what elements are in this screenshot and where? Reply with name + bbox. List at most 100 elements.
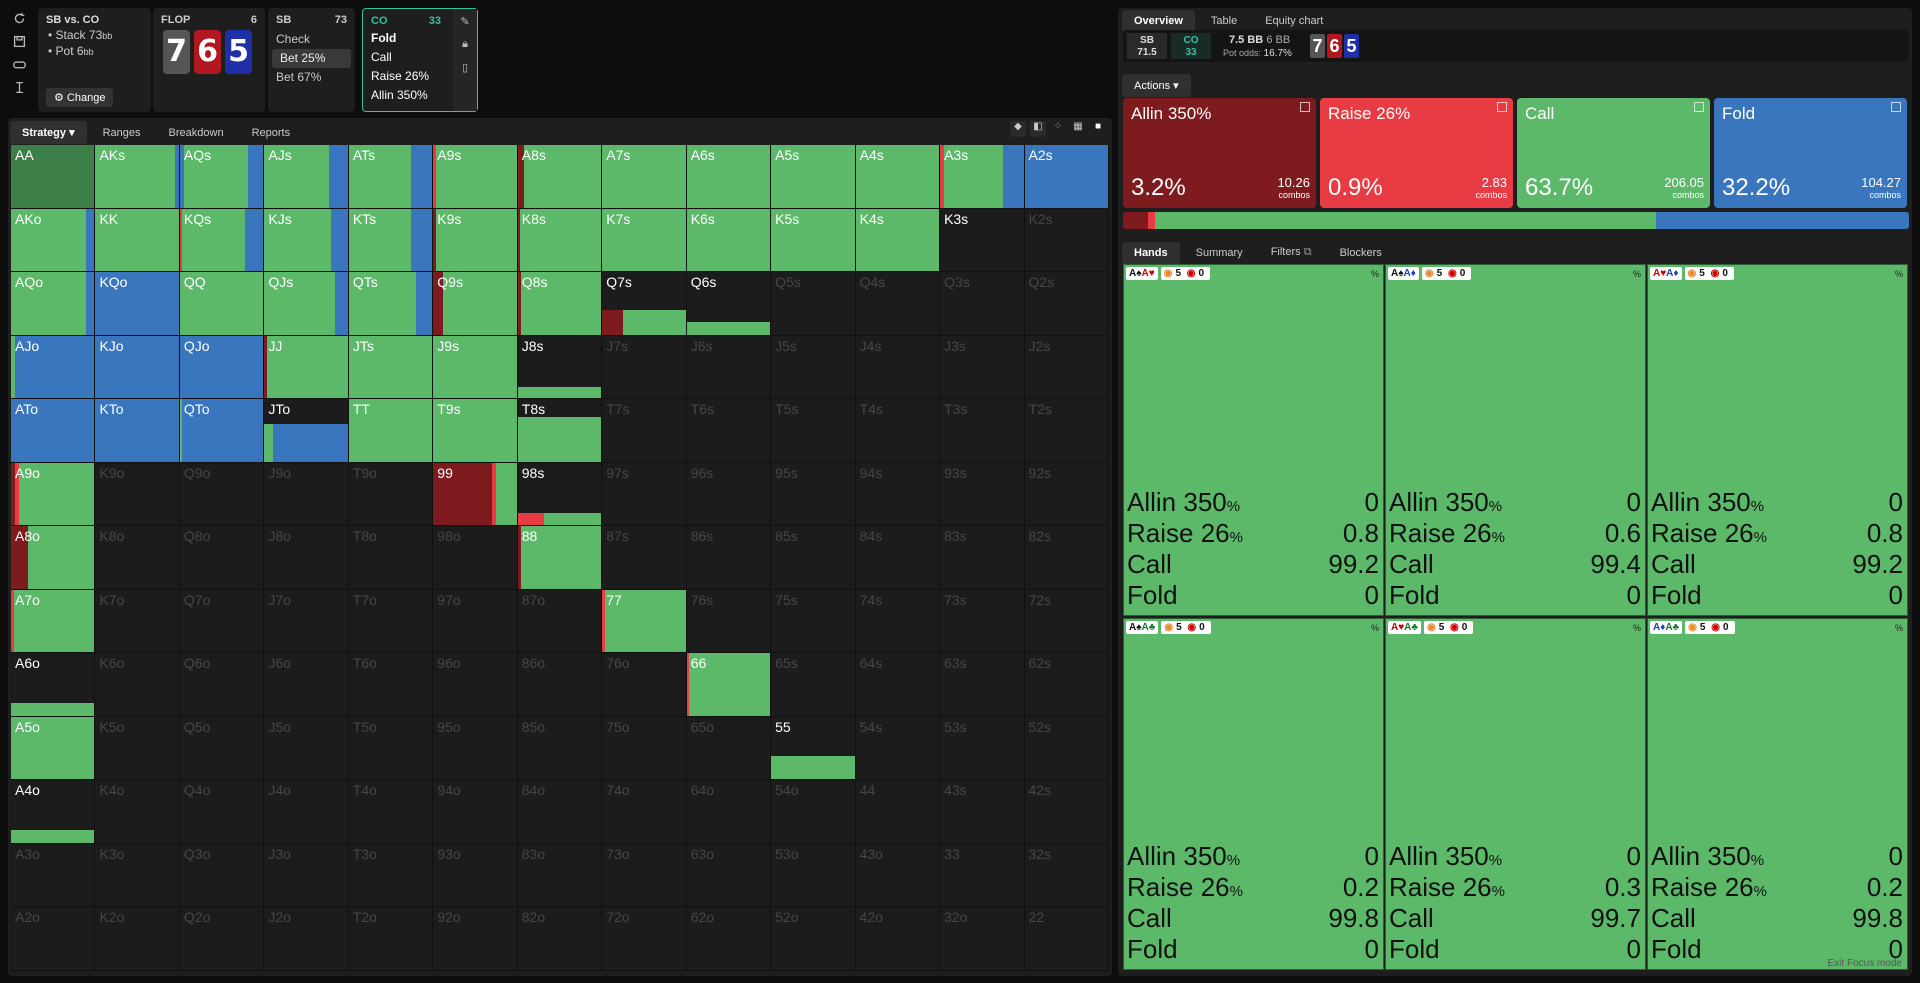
matrix-cell[interactable]: K6s <box>686 208 772 273</box>
matrix-cell[interactable]: QTo <box>179 399 265 463</box>
matrix-cell[interactable]: J6s <box>686 335 772 400</box>
action-box-call[interactable]: Call 63.7% 206.05 combos <box>1517 98 1710 208</box>
matrix-cell[interactable]: KJs <box>264 208 349 273</box>
percent-toggle[interactable]: % <box>1632 269 1641 279</box>
matrix-cell[interactable]: 84o <box>517 780 603 844</box>
tab-hands[interactable]: Hands <box>1122 241 1180 264</box>
tab-summary[interactable]: Summary <box>1195 246 1243 259</box>
matrix-cell[interactable]: 72o <box>602 907 687 971</box>
tab-blockers[interactable]: Blockers <box>1339 246 1382 259</box>
matrix-cell[interactable]: 54o <box>771 780 856 844</box>
matrix-cell[interactable]: Q7o <box>179 589 265 654</box>
hand-combo-card[interactable]: A♠A♣ ◉ 5 ◉ 0% Allin 350% 0 Raise 26% 0.2 Call 99.… <box>1123 618 1384 970</box>
matrix-cell[interactable]: A4s <box>855 145 941 209</box>
matrix-cell[interactable]: 74s <box>855 589 941 654</box>
matrix-cell[interactable]: A3o <box>11 843 96 908</box>
matrix-cell[interactable]: 62o <box>686 907 772 971</box>
matrix-cell[interactable]: J5o <box>264 716 349 781</box>
matrix-cell[interactable]: KTo <box>95 399 180 463</box>
hand-combo-card[interactable]: A♥A♦ ◉ 5 ◉ 0% Allin 350% 0 Raise 26% 0.8 Call 99.… <box>1647 264 1908 616</box>
matrix-cell[interactable]: Q9o <box>179 462 265 527</box>
matrix-cell[interactable]: 53o <box>771 843 856 908</box>
hand-combo-card[interactable]: A♠A♦ ◉ 5 ◉ 0% Allin 350% 0 Raise 26% 0.6 Call 99.… <box>1385 264 1646 616</box>
matrix-cell[interactable]: 72s <box>1024 589 1109 654</box>
matrix-cell[interactable]: T7o <box>348 589 434 654</box>
co-action-raise[interactable]: Raise 26% <box>371 69 430 83</box>
matrix-cell[interactable]: 73o <box>602 843 687 908</box>
matrix-cell[interactable]: AJo <box>11 335 96 400</box>
matrix-cell[interactable]: T5o <box>348 716 434 781</box>
matrix-cell[interactable]: 52s <box>1024 716 1109 781</box>
matrix-cell[interactable]: A8o <box>11 526 96 590</box>
matrix-cell[interactable]: 75o <box>602 716 687 781</box>
matrix-cell[interactable]: Q2s <box>1024 272 1109 336</box>
cube-icon[interactable]: ◆ <box>1010 121 1026 137</box>
matrix-cell[interactable]: T8o <box>348 526 434 590</box>
matrix-cell[interactable]: 92s <box>1024 462 1109 527</box>
grid-icon[interactable]: ▦ <box>1073 121 1083 132</box>
matrix-cell[interactable]: 54s <box>855 716 941 781</box>
matrix-cell[interactable]: 32s <box>1024 843 1109 908</box>
matrix-cell[interactable]: JTo <box>264 399 349 463</box>
matrix-cell[interactable]: K8o <box>95 526 180 590</box>
matrix-cell[interactable]: K2o <box>95 907 180 971</box>
matrix-cell[interactable]: T9s <box>433 399 518 463</box>
hand-combo-card[interactable]: A♥A♣ ◉ 5 ◉ 0% Allin 350% 0 Raise 26% 0.3 Call 99.… <box>1385 618 1646 970</box>
matrix-cell[interactable]: Q5o <box>179 716 265 781</box>
matrix-cell[interactable]: J7s <box>602 335 687 400</box>
matrix-cell[interactable]: 32o <box>940 907 1025 971</box>
matrix-cell[interactable]: 87o <box>517 589 603 654</box>
matrix-cell[interactable]: AA <box>11 145 96 209</box>
matrix-cell[interactable]: J9s <box>433 335 518 400</box>
matrix-cell[interactable]: K4o <box>95 780 180 844</box>
sb-action-check[interactable]: Check <box>276 32 311 46</box>
matrix-cell[interactable]: T3o <box>348 843 434 908</box>
matrix-cell[interactable]: A3s <box>940 145 1025 209</box>
matrix-cell[interactable]: JJ <box>264 335 349 400</box>
matrix-cell[interactable]: 86o <box>517 653 603 717</box>
matrix-cell[interactable]: A6s <box>686 145 772 209</box>
matrix-cell[interactable]: 93o <box>433 843 518 908</box>
matrix-cell[interactable]: 33 <box>940 843 1025 908</box>
matrix-cell[interactable]: 86s <box>686 526 772 590</box>
matrix-cell[interactable]: Q6s <box>686 272 772 336</box>
matrix-cell[interactable]: A9o <box>11 462 96 527</box>
matrix-cell[interactable]: T7s <box>602 399 687 463</box>
matrix-cell[interactable]: K5s <box>771 208 856 273</box>
matrix-cell[interactable]: AJs <box>264 145 349 209</box>
matrix-cell[interactable]: K9s <box>433 208 518 273</box>
matrix-cell[interactable]: 96s <box>686 462 772 527</box>
matrix-cell[interactable]: Q7s <box>602 272 687 336</box>
change-button[interactable]: ⚙ Change <box>46 88 114 107</box>
matrix-cell[interactable]: Q8s <box>517 272 603 336</box>
matrix-cell[interactable]: A2s <box>1024 145 1109 209</box>
matrix-cell[interactable]: A4o <box>11 780 96 844</box>
tab-filters[interactable]: Filters ⧉ <box>1259 241 1324 264</box>
matrix-cell[interactable]: KQo <box>95 272 180 336</box>
matrix-cell[interactable]: Q8o <box>179 526 265 590</box>
matrix-cell[interactable]: 62s <box>1024 653 1109 717</box>
matrix-cell[interactable]: 94o <box>433 780 518 844</box>
square-icon[interactable]: ■ <box>1094 121 1102 132</box>
percent-toggle[interactable]: % <box>1632 623 1641 633</box>
edit-icon[interactable]: ✎ <box>460 16 470 28</box>
expand-icon[interactable] <box>1300 102 1310 112</box>
matrix-cell[interactable]: ATo <box>11 399 96 463</box>
matrix-cell[interactable]: A7s <box>602 145 687 209</box>
matrix-cell[interactable]: T2o <box>348 907 434 971</box>
matrix-cell[interactable]: Q9s <box>433 272 518 336</box>
matrix-cell[interactable]: 98o <box>433 526 518 590</box>
matrix-cell[interactable]: KJo <box>95 335 180 400</box>
matrix-cell[interactable]: T4o <box>348 780 434 844</box>
matrix-cell[interactable]: Q4s <box>855 272 941 336</box>
matrix-cell[interactable]: 84s <box>855 526 941 590</box>
matrix-cell[interactable]: 82o <box>517 907 603 971</box>
matrix-cell[interactable]: J3s <box>940 335 1025 400</box>
matrix-cell[interactable]: J7o <box>264 589 349 654</box>
matrix-cell[interactable]: T6s <box>686 399 772 463</box>
matrix-cell[interactable]: KTs <box>348 208 434 273</box>
matrix-cell[interactable]: K8s <box>517 208 603 273</box>
matrix-cell[interactable]: J4s <box>855 335 941 400</box>
grid-small-icon[interactable]: ⁘ <box>1053 121 1063 132</box>
matrix-cell[interactable]: K9o <box>95 462 180 527</box>
